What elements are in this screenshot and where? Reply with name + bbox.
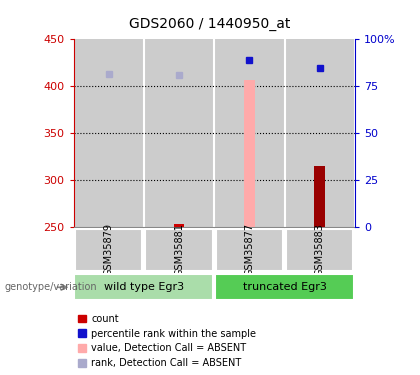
Bar xyxy=(215,274,354,300)
Text: GSM35877: GSM35877 xyxy=(244,223,255,276)
Bar xyxy=(285,39,355,227)
Bar xyxy=(74,39,144,227)
Bar xyxy=(214,39,285,227)
Text: truncated Egr3: truncated Egr3 xyxy=(243,282,326,292)
Bar xyxy=(215,228,283,271)
Text: GSM35881: GSM35881 xyxy=(174,224,184,276)
Text: GSM35883: GSM35883 xyxy=(315,224,325,276)
Bar xyxy=(286,228,354,271)
Bar xyxy=(74,274,213,300)
Bar xyxy=(145,228,213,271)
Legend: count, percentile rank within the sample, value, Detection Call = ABSENT, rank, : count, percentile rank within the sample… xyxy=(79,314,256,368)
Bar xyxy=(244,80,255,227)
Text: genotype/variation: genotype/variation xyxy=(4,282,97,292)
Text: GSM35879: GSM35879 xyxy=(104,223,114,276)
Bar xyxy=(75,228,142,271)
Bar xyxy=(174,224,184,227)
Bar xyxy=(144,39,214,227)
Text: wild type Egr3: wild type Egr3 xyxy=(104,282,184,292)
Text: GDS2060 / 1440950_at: GDS2060 / 1440950_at xyxy=(129,17,291,31)
Bar xyxy=(315,166,325,227)
